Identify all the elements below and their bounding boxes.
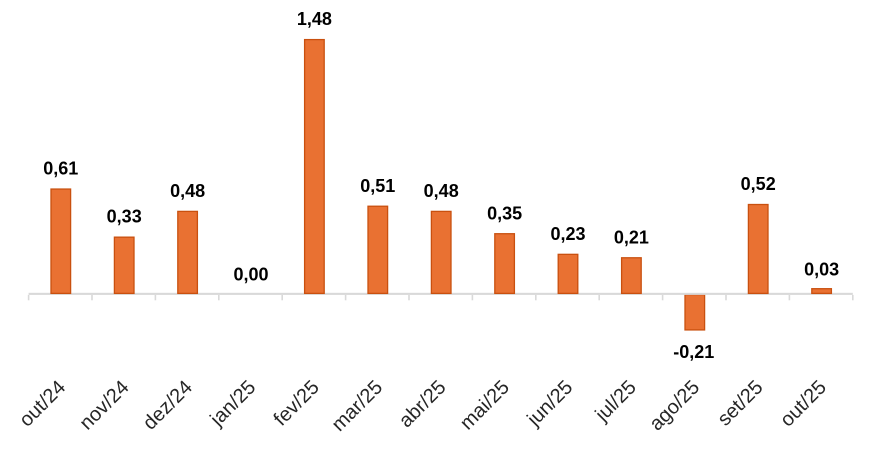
svg-text:0,35: 0,35 [487, 203, 522, 223]
svg-text:0,48: 0,48 [424, 181, 459, 201]
svg-text:0,23: 0,23 [550, 224, 585, 244]
svg-text:1,48: 1,48 [297, 9, 332, 29]
svg-text:0,00: 0,00 [233, 264, 268, 284]
svg-text:0,48: 0,48 [170, 181, 205, 201]
svg-text:0,52: 0,52 [741, 174, 776, 194]
svg-text:0,51: 0,51 [360, 176, 395, 196]
svg-text:0,21: 0,21 [614, 227, 649, 247]
svg-text:0,33: 0,33 [107, 207, 142, 227]
svg-text:-0,21: -0,21 [673, 342, 714, 362]
svg-text:0,61: 0,61 [43, 159, 78, 179]
svg-text:0,03: 0,03 [804, 260, 839, 280]
